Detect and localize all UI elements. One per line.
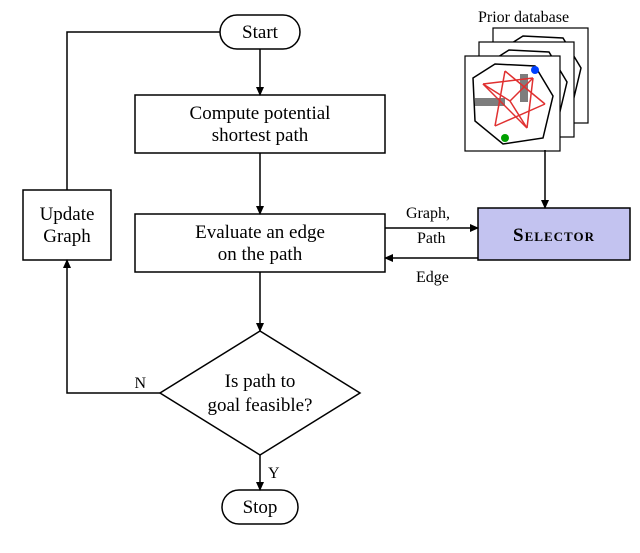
svg-text:Stop: Stop [243, 497, 278, 518]
svg-text:Update: Update [40, 204, 95, 225]
svg-text:Graph,: Graph, [406, 205, 450, 222]
svg-text:Y: Y [268, 465, 280, 482]
decision-node: Is path to goal feasible? [160, 331, 360, 455]
svg-text:Graph: Graph [43, 226, 91, 247]
update-node: UpdateGraph [23, 190, 111, 260]
selector-node: Selector [478, 208, 630, 260]
start-node: Start [220, 15, 300, 49]
compute-node: Compute potentialshortest path [135, 95, 385, 153]
svg-text:Start: Start [242, 22, 279, 43]
svg-text:Compute potential: Compute potential [190, 103, 331, 124]
svg-text:Edge: Edge [416, 269, 449, 286]
edge-decision-update [67, 260, 160, 393]
evaluate-node: Evaluate an edgeon the path [135, 214, 385, 272]
prior-database-label: Prior database [478, 9, 569, 26]
svg-text:goal feasible?: goal feasible? [208, 395, 313, 416]
stop-node: Stop [222, 490, 298, 524]
svg-text:on the path: on the path [218, 244, 303, 265]
prior-database-icon [465, 28, 588, 151]
svg-text:shortest path: shortest path [212, 125, 309, 146]
svg-text:Path: Path [417, 230, 445, 247]
svg-text:Selector: Selector [513, 225, 595, 246]
svg-text:N: N [134, 375, 146, 392]
svg-text:Is path to: Is path to [225, 371, 296, 392]
svg-text:Evaluate an edge: Evaluate an edge [195, 222, 325, 243]
